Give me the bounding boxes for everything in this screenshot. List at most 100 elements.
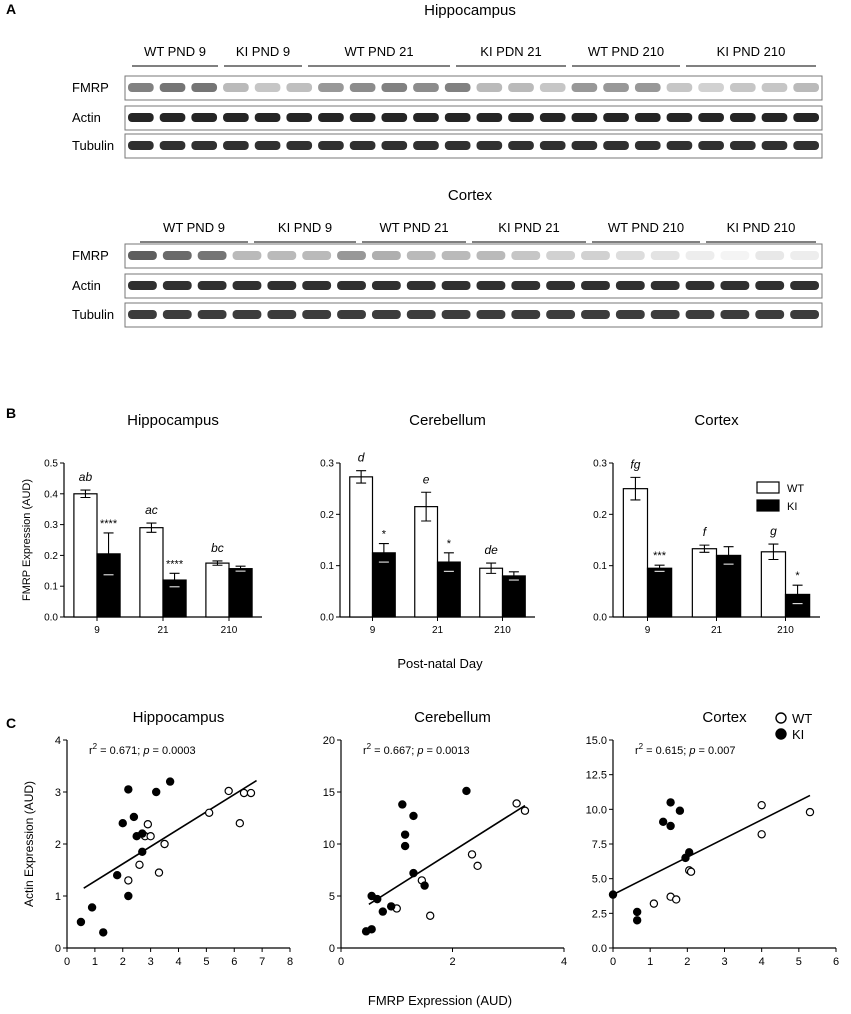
hippocampus-blot-band — [666, 113, 693, 122]
y-tick-label: 0.0 — [592, 943, 607, 955]
wt-point — [239, 788, 249, 798]
legend-marker-ki — [775, 728, 787, 740]
chart-title: Cerebellum — [414, 709, 491, 726]
x-tick-label: 5 — [203, 956, 209, 968]
panel-c-shared-xlabel: FMRP Expression (AUD) — [368, 993, 512, 1008]
y-tick-label: 0.1 — [320, 561, 334, 572]
ki-point — [99, 928, 108, 937]
cortex-blot-band — [790, 251, 819, 260]
hippocampus-blot-band — [729, 113, 756, 122]
y-tick-label: 15 — [323, 787, 335, 799]
cortex-blot-band — [650, 310, 680, 319]
wt-point — [467, 850, 477, 859]
y-tick-label: 0.3 — [44, 520, 58, 531]
hippocampus-blot-band — [159, 113, 186, 122]
hippocampus-blot-row-label: FMRP — [72, 80, 109, 95]
scatter-chart-cerebellum: Cerebellum 0 5 10 15 20 0 2 4 r2 = 0.667; p = 0.0… — [323, 709, 567, 968]
ki-point — [666, 798, 675, 807]
hippocampus-blot-band — [381, 83, 408, 92]
cortex-blot-group-label: KI PND 21 — [498, 220, 559, 235]
hippocampus-blot-band — [508, 83, 534, 92]
ki-point — [420, 881, 429, 890]
significance-letter: ab — [79, 470, 93, 484]
significance-star: * — [382, 529, 387, 541]
hippocampus-blot-band — [318, 113, 344, 122]
wt-point — [246, 788, 256, 798]
ki-point — [658, 817, 668, 827]
x-tick-label: 4 — [759, 956, 765, 968]
cortex-blot-band — [790, 281, 819, 290]
hippocampus-blot-group-label: KI PND 210 — [717, 44, 786, 59]
ki-point — [400, 841, 410, 851]
y-tick-label: 7.5 — [592, 839, 607, 851]
y-tick-label: 3 — [55, 787, 61, 799]
hippocampus-blot-band — [793, 141, 819, 150]
x-tick-label: 3 — [148, 956, 154, 968]
hippocampus-blot-band — [286, 141, 313, 150]
wt-point — [757, 800, 766, 810]
panel-b-letter: B — [6, 405, 16, 421]
cortex-blot-band — [267, 281, 297, 290]
wt-point — [160, 839, 169, 849]
x-tick-label: 2 — [684, 956, 690, 968]
wt-bar — [414, 506, 439, 618]
hippocampus-blot-band — [191, 83, 218, 92]
y-tick-label: 0.1 — [593, 561, 607, 572]
y-tick-label: 12.5 — [586, 770, 607, 782]
ki-point — [165, 777, 175, 786]
hippocampus-blot-band — [666, 141, 693, 150]
cortex-blot-band — [615, 281, 645, 290]
ki-point — [666, 821, 675, 831]
cortex-blot-band — [476, 251, 506, 260]
chart-title: Cerebellum — [409, 412, 486, 429]
hippocampus-blot-band — [191, 113, 218, 122]
x-tick-label: 3 — [721, 956, 727, 968]
regression-line — [83, 779, 257, 889]
ki-point — [124, 785, 133, 794]
significance-star: *** — [653, 550, 667, 562]
hippocampus-blot-band — [761, 83, 788, 92]
hippocampus-blot-band — [698, 113, 724, 122]
cortex-blot-band — [615, 310, 645, 319]
chart-title: Hippocampus — [127, 412, 219, 429]
ki-point — [462, 786, 471, 796]
charts: Hippocampus 0.0 0.1 0.2 0.3 0.4 0.5 FMRP Expres… — [21, 412, 839, 968]
cortex-blot-band — [371, 251, 401, 260]
ki-point — [398, 800, 407, 809]
y-tick-label: 0.2 — [320, 510, 334, 521]
x-tick-label: 4 — [561, 956, 567, 968]
y-tick-label: 0.4 — [44, 489, 58, 500]
wt-bar — [73, 493, 98, 618]
significance-star: * — [795, 570, 800, 582]
cortex-blot-band — [406, 310, 436, 319]
panel-b-shared-xlabel: Post-natal Day — [397, 656, 483, 671]
ki-point — [367, 925, 376, 934]
wt-point — [154, 868, 164, 877]
legend-label-ki: KI — [792, 727, 804, 742]
ki-point — [675, 806, 685, 815]
hippocampus-blot-row-label: Actin — [72, 110, 101, 125]
cortex-blot-band — [232, 281, 262, 290]
cortex-blot-group-label: KI PND 9 — [278, 220, 332, 235]
hippocampus-blot-band — [761, 141, 788, 150]
y-tick-label: 0.5 — [44, 459, 58, 470]
wt-point — [805, 807, 815, 817]
wt-point — [649, 899, 659, 908]
hippocampus-blot-band — [539, 141, 566, 150]
legend-label-ki: KI — [787, 501, 797, 513]
cortex-blot-band — [232, 310, 262, 319]
hippocampus-blot-band — [223, 113, 249, 122]
hippocampus-blot-band — [603, 83, 629, 92]
error-bar — [421, 491, 432, 522]
x-tick-label: 0 — [610, 956, 616, 968]
hippocampus-blot-band — [349, 113, 376, 122]
cortex-blot-band — [162, 281, 192, 290]
cortex-blot-band — [615, 251, 645, 260]
cortex-blot-band — [476, 281, 506, 290]
hippocampus-blot-band — [286, 83, 313, 92]
cortex-blot-band — [337, 310, 366, 319]
ki-point — [87, 903, 97, 912]
legend-label-wt: WT — [787, 483, 804, 495]
hippocampus-blot-band — [476, 83, 503, 92]
cortex-blot-group-label: KI PND 210 — [727, 220, 796, 235]
